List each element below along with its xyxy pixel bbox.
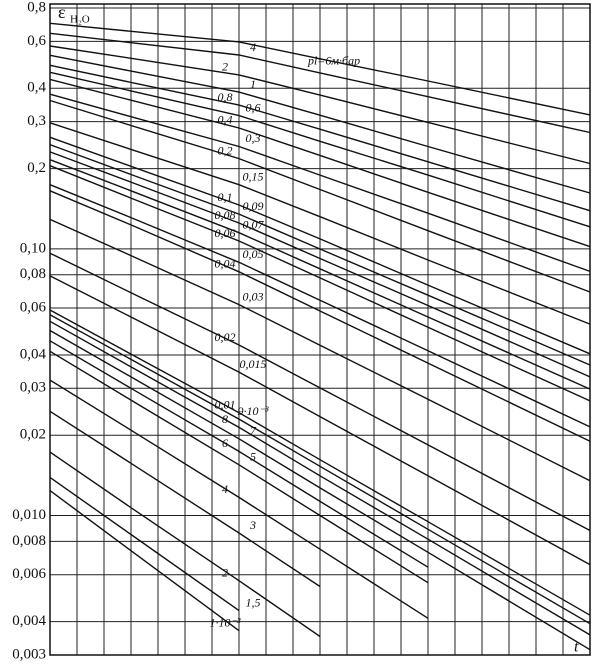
curve <box>49 64 591 212</box>
y-tick-label: 0,008 <box>12 533 46 549</box>
series-label: 0,08 <box>215 208 236 222</box>
curve <box>49 78 591 248</box>
curve <box>49 476 240 612</box>
series-label: 0,04 <box>215 257 236 271</box>
series-label: 0,02 <box>215 330 236 344</box>
y-tick-label: 0,04 <box>20 346 47 362</box>
series-label: 0,1 <box>218 190 233 204</box>
series-label: 0,07 <box>243 217 265 231</box>
series-label: pl=6м·бар <box>307 54 360 68</box>
plot-frame <box>49 3 591 656</box>
y-tick-label: 0,004 <box>12 613 46 629</box>
series-label: 0,05 <box>243 247 264 261</box>
y-tick-label: 0,03 <box>20 380 46 396</box>
curve <box>49 93 591 273</box>
curve <box>49 99 591 293</box>
y-tick-label: 0,10 <box>20 240 46 256</box>
series-label: 0,06 <box>215 226 236 240</box>
series-label: 1·10⁻³ <box>210 615 241 629</box>
y-tick-label: 0,08 <box>20 266 46 282</box>
series-label: 0,4 <box>218 113 233 127</box>
curve <box>49 190 591 442</box>
curve <box>49 252 591 532</box>
curve <box>49 314 591 625</box>
series-label: 0,8 <box>218 90 233 104</box>
curve <box>49 451 321 638</box>
series-label: 5 <box>250 450 256 464</box>
curve <box>49 350 429 584</box>
curve <box>49 218 591 482</box>
curve <box>49 122 591 325</box>
series-label: 0,09 <box>243 199 264 213</box>
series-label: 0,01 <box>215 397 236 411</box>
series-label: 6 <box>222 436 228 450</box>
curve <box>49 320 591 636</box>
y-tick-label: 0,8 <box>27 0 46 15</box>
curve <box>49 32 591 134</box>
curve <box>49 340 429 568</box>
y-tick-label: 0,02 <box>20 427 46 443</box>
series-label: 0,2 <box>218 143 233 157</box>
y-tick-label: 0,2 <box>27 160 46 176</box>
curve <box>49 490 240 632</box>
curve <box>49 379 429 619</box>
series-label: 0,6 <box>246 100 261 114</box>
curve <box>49 45 591 165</box>
series-label: 8 <box>222 412 228 426</box>
curve <box>49 184 591 428</box>
curve <box>49 54 591 194</box>
curve <box>49 159 591 390</box>
y-tick-label: 0,6 <box>27 33 46 49</box>
curve <box>49 275 591 566</box>
y-tick-label: 0,010 <box>12 507 46 523</box>
series-label: 0,03 <box>243 289 264 303</box>
y-tick-label: 0,4 <box>27 80 46 96</box>
series-label: 2 <box>222 60 228 74</box>
series-label: 4 <box>250 40 256 54</box>
y-axis-label-sub: H₂O <box>70 14 90 26</box>
series-label: 0,3 <box>246 131 261 145</box>
y-tick-label: 0,3 <box>27 113 46 129</box>
x-axis-label: t <box>574 639 579 656</box>
series-label: 3 <box>249 518 256 532</box>
series-label: 2 <box>222 565 228 579</box>
curve <box>49 136 591 355</box>
curve <box>49 309 591 616</box>
curve <box>49 151 591 378</box>
curve <box>49 165 591 402</box>
curve <box>49 22 591 116</box>
y-tick-label: 0,06 <box>20 299 47 315</box>
y-tick-label: 0,006 <box>12 566 46 582</box>
curve <box>49 71 591 228</box>
series-label: 1,5 <box>246 595 261 609</box>
series-label: 0,015 <box>240 357 267 371</box>
curve <box>49 329 591 651</box>
series-label: 1 <box>250 77 256 91</box>
curve <box>49 410 321 588</box>
curve <box>49 143 591 366</box>
series-label: 0,15 <box>243 169 264 183</box>
series-label: 7 <box>250 424 257 438</box>
series-label: 4 <box>222 482 228 496</box>
y-tick-label: 0,003 <box>12 646 46 662</box>
y-axis-label: ε <box>58 2 66 22</box>
series-label: 9·10⁻³ <box>238 404 269 418</box>
